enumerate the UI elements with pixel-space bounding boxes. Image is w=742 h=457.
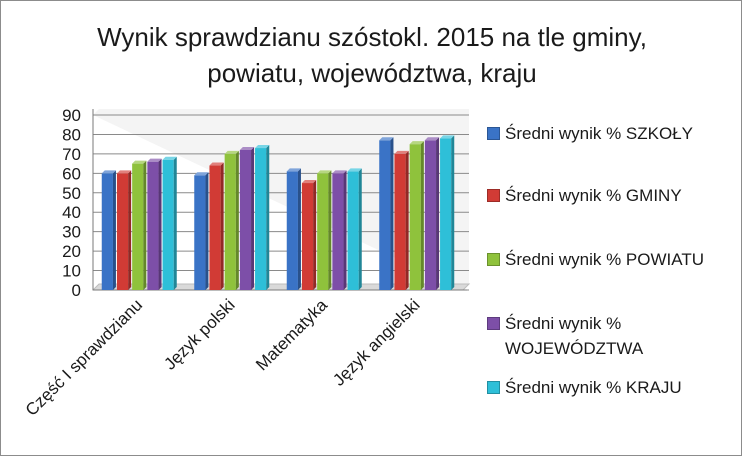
legend-swatch (487, 253, 500, 266)
bar-side (420, 141, 424, 290)
legend-label: Średni wynik % SZKOŁY (505, 121, 730, 146)
bar-top (239, 147, 255, 150)
bar (379, 140, 391, 290)
bar-top (301, 180, 317, 184)
bar (209, 165, 221, 290)
bar (394, 153, 406, 290)
legend-label-line: Średni wynik % POWIATU (505, 250, 705, 269)
bar-top (332, 170, 347, 174)
x-category-label: Matematyka (252, 295, 331, 374)
bar-top (347, 168, 362, 172)
bar (286, 171, 298, 290)
bar-side (205, 172, 209, 290)
bar-top (409, 141, 424, 145)
bar-side (358, 168, 362, 290)
bar (409, 144, 421, 290)
bar (301, 183, 314, 290)
x-category-label: Język angielski (329, 295, 423, 389)
bar-top (424, 137, 440, 141)
legend-label: Średni wynik % GMINY (505, 183, 730, 208)
bar (424, 140, 437, 290)
bar-side (436, 137, 440, 290)
bar-side (128, 170, 132, 290)
bar-top (147, 158, 162, 162)
y-tick-label: 10 (62, 262, 81, 281)
bar (255, 148, 267, 290)
y-tick-label: 0 (72, 281, 81, 300)
y-tick-label: 80 (62, 125, 81, 144)
bar (162, 159, 174, 290)
y-tick-label: 70 (62, 145, 81, 164)
bar (194, 175, 206, 290)
bar (317, 173, 329, 290)
y-tick-label: 90 (62, 106, 81, 125)
y-tick-label: 40 (62, 203, 81, 222)
chart-title: Wynik sprawdzianu szóstokl. 2015 na tle … (1, 19, 742, 91)
bar-side (451, 135, 455, 290)
bar-top (116, 170, 132, 174)
bar-side (235, 150, 239, 290)
bar-top (440, 135, 455, 139)
bar (239, 150, 252, 290)
legend-label-line: Średni wynik % (505, 314, 622, 333)
legend-label-line: Średni wynik % SZKOŁY (505, 124, 694, 143)
bar-side (251, 147, 255, 290)
bar (440, 138, 452, 290)
legend-label-line: WOJEWÓDZTWA (505, 339, 644, 358)
bar-side (390, 137, 394, 290)
bar (116, 173, 129, 290)
bar-side (266, 145, 270, 290)
legend-label: Średni wynik % POWIATU (505, 247, 730, 272)
legend-label: Średni wynik % KRAJU (505, 375, 730, 400)
legend-swatch (487, 317, 500, 330)
y-tick-label: 20 (62, 242, 81, 261)
legend-swatch (487, 189, 500, 202)
bar-side (328, 170, 332, 290)
bar-top (286, 168, 301, 172)
chart-title-line-1: Wynik sprawdzianu szóstokl. 2015 na tle … (97, 22, 647, 52)
chart-title-line-2: powiatu, województwa, kraju (207, 58, 537, 88)
bar-side (297, 168, 301, 290)
bar-top (224, 150, 239, 154)
x-category-label: Część I sprawdzianu (22, 295, 146, 419)
bar (101, 173, 113, 290)
bar (147, 161, 159, 290)
bar (347, 171, 359, 290)
bar-side (112, 170, 116, 290)
bar-side (143, 160, 147, 290)
bar (332, 173, 344, 290)
bar-side (220, 162, 224, 290)
y-tick-label: 60 (62, 164, 81, 183)
bar-top (379, 137, 394, 141)
bar-side (405, 150, 409, 290)
bar (132, 163, 144, 290)
bar-side (173, 156, 177, 290)
bar-top (394, 150, 409, 154)
legend-label: Średni wynik % WOJEWÓDZTWA (505, 311, 730, 361)
bar-top (209, 162, 224, 166)
bar-top (255, 145, 270, 149)
bar-top (101, 170, 116, 174)
bar-side (343, 170, 347, 290)
bar-top (162, 156, 177, 160)
legend-label-line: Średni wynik % GMINY (505, 186, 682, 205)
bar (224, 153, 236, 290)
y-tick-label: 30 (62, 223, 81, 242)
legend-swatch (487, 381, 500, 394)
legend-swatch (487, 127, 500, 140)
bar-top (194, 172, 209, 176)
legend-label-line: Średni wynik % KRAJU (505, 378, 682, 397)
bar-top (317, 170, 332, 174)
x-category-label: Język polski (160, 295, 238, 373)
bar-top (132, 160, 147, 164)
bar-side (313, 180, 317, 290)
bar-side (158, 158, 162, 290)
y-tick-label: 50 (62, 184, 81, 203)
